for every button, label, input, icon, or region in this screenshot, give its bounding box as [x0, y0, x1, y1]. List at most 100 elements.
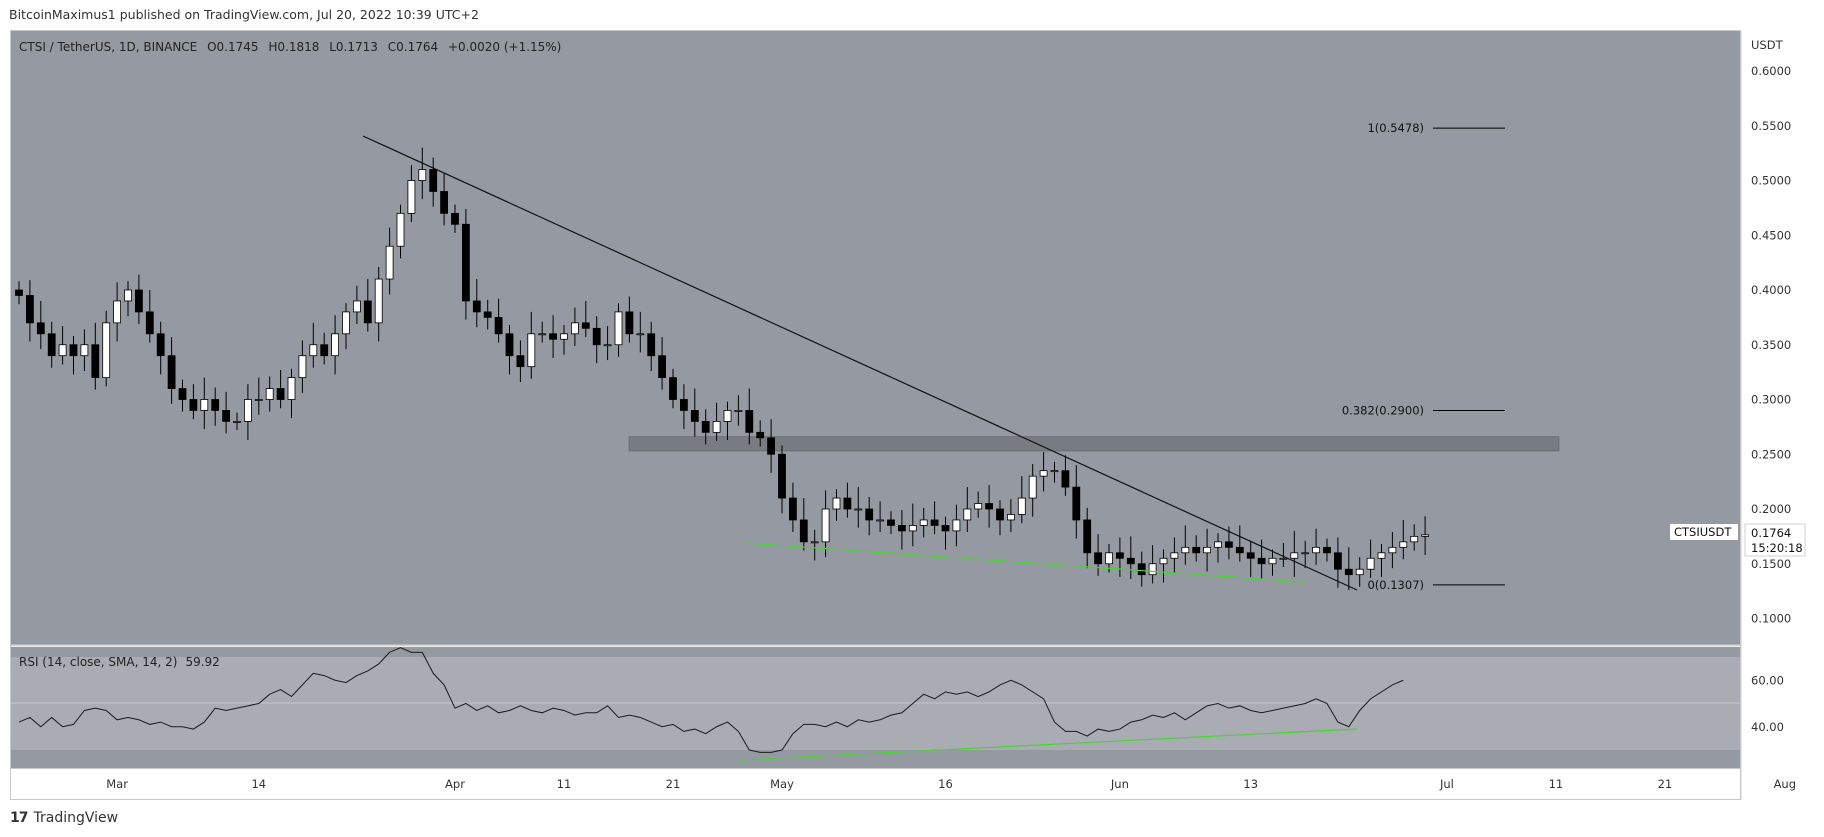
candle	[124, 289, 132, 302]
rsi-tick-label: 60.00	[1751, 673, 1784, 687]
candle	[254, 399, 263, 401]
tradingview-logo[interactable]: 17 TradingView	[10, 810, 118, 826]
candle	[1388, 546, 1397, 554]
candle	[233, 420, 241, 423]
candle	[374, 278, 383, 324]
candle	[1061, 470, 1070, 488]
ticker-label: CTSIUSDT	[1674, 525, 1732, 539]
price-tick-label: 0.4000	[1751, 283, 1791, 297]
candle	[647, 333, 656, 357]
fib-level-label: 0(0.1307)	[1367, 578, 1424, 592]
price-tick-label: 0.6000	[1751, 64, 1791, 78]
candle	[1366, 557, 1375, 570]
tradingview-mark-icon: 17	[10, 810, 29, 826]
time-tick-label: 14	[251, 777, 266, 791]
candle	[1203, 546, 1211, 554]
candle	[592, 327, 601, 346]
candle	[560, 333, 568, 340]
time-tick-label: Mar	[106, 777, 128, 791]
candle	[1028, 475, 1037, 499]
fib-level-label: 1(0.5478)	[1367, 121, 1424, 135]
candle	[25, 295, 34, 324]
candle	[211, 399, 220, 411]
candle	[941, 525, 950, 532]
last-price-box	[1744, 523, 1806, 557]
candle	[47, 333, 56, 357]
price-tick-label: 0.3500	[1751, 338, 1791, 352]
svg-text:CTSI / TetherUS, 1D, BINANCE: CTSI / TetherUS, 1D, BINANCE O0.1745 H0.…	[19, 40, 561, 54]
candle	[734, 410, 743, 412]
candle	[363, 300, 372, 324]
candle	[1334, 552, 1342, 570]
candle	[821, 508, 830, 543]
candle	[1214, 541, 1222, 548]
candle	[331, 333, 340, 357]
candle	[865, 508, 874, 521]
candle	[887, 519, 895, 526]
candle	[494, 316, 503, 335]
candle	[898, 525, 906, 532]
rsi-tick-label: 40.00	[1751, 720, 1784, 734]
candle	[1279, 557, 1288, 560]
candle	[200, 399, 209, 411]
candle	[1137, 563, 1146, 576]
candle	[996, 508, 1004, 521]
candle	[156, 333, 165, 357]
price-tick-label: 0.4500	[1751, 228, 1791, 242]
time-tick-label: 11	[557, 777, 572, 791]
candle	[854, 508, 863, 511]
price-pane-background	[11, 31, 1740, 645]
candle	[1290, 552, 1299, 559]
candle	[472, 300, 481, 313]
symbol-legend[interactable]: CTSI / TetherUS, 1D, BINANCE O0.1745 H0.…	[19, 40, 561, 54]
candle	[69, 344, 78, 357]
candles	[15, 147, 1429, 591]
candle	[767, 437, 775, 455]
candle	[222, 410, 231, 422]
candle	[1312, 546, 1320, 554]
candle	[36, 322, 45, 335]
candle	[581, 322, 590, 329]
candle	[1192, 546, 1201, 554]
candle	[276, 388, 285, 400]
candle	[799, 519, 808, 543]
fib-level-label: 0.382(0.2900)	[1342, 403, 1424, 417]
price-axis[interactable]	[1741, 31, 1823, 768]
candle	[527, 333, 536, 368]
price-tick-label: 0.5500	[1751, 119, 1791, 133]
candle	[396, 212, 405, 247]
candle	[549, 333, 557, 340]
candle	[58, 344, 67, 357]
candle	[789, 497, 797, 521]
candle	[407, 180, 416, 214]
candle	[178, 388, 187, 400]
candle	[1344, 568, 1353, 576]
candle	[91, 344, 100, 378]
candle	[342, 311, 350, 335]
candle	[1094, 552, 1102, 565]
candle	[810, 541, 819, 544]
candle	[1399, 541, 1408, 548]
candle	[985, 503, 993, 510]
candle	[516, 355, 525, 368]
candle	[1148, 563, 1157, 576]
candle	[756, 431, 765, 439]
candle	[1083, 519, 1092, 554]
candle	[102, 322, 111, 379]
candle	[309, 344, 318, 357]
candle	[1181, 546, 1190, 554]
candle	[1355, 568, 1364, 576]
candle	[167, 355, 176, 389]
candle	[113, 300, 121, 324]
symbol-name: CTSI / TetherUS, 1D, BINANCE	[19, 40, 197, 54]
candle	[876, 519, 884, 522]
price-tick-label: 0.2500	[1751, 447, 1791, 461]
candle	[1301, 552, 1310, 555]
time-tick-label: 16	[938, 777, 953, 791]
candle	[1007, 514, 1015, 521]
candle	[145, 311, 154, 335]
candle	[1039, 470, 1048, 477]
candle	[1323, 546, 1331, 554]
descending-trendline	[362, 135, 1358, 591]
